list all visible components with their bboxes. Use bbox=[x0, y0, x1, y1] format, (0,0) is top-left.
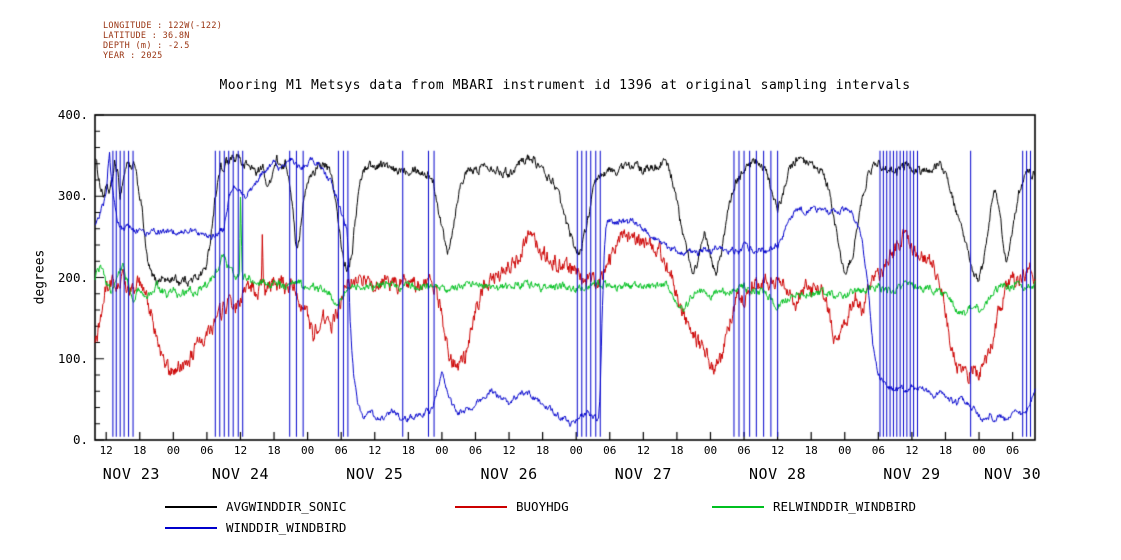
x-tick-label: 06 bbox=[737, 444, 751, 457]
x-tick-label: 00 bbox=[838, 444, 852, 457]
x-tick-label: 18 bbox=[804, 444, 818, 457]
legend-label-relwinddir-windbird: RELWINDDIR_WINDBIRD bbox=[773, 499, 916, 514]
x-tick-label: 00 bbox=[703, 444, 718, 457]
day-label: NOV 27 bbox=[614, 465, 672, 483]
x-tick-label: 06 bbox=[603, 444, 617, 457]
y-tick-label: 100. bbox=[57, 350, 88, 366]
x-tick-label: 00 bbox=[300, 444, 315, 457]
x-tick-label: 18 bbox=[938, 444, 953, 457]
day-label: NOV 24 bbox=[211, 465, 270, 483]
legend-label-winddir-windbird: WINDDIR_WINDBIRD bbox=[226, 520, 347, 535]
x-tick-label: 12 bbox=[502, 444, 516, 457]
x-tick-label: 12 bbox=[905, 444, 919, 457]
legend-line-winddir-windbird bbox=[165, 526, 217, 529]
meta-year: YEAR : 2025 bbox=[103, 51, 163, 61]
x-tick-label: 00 bbox=[569, 444, 583, 457]
x-tick-label: 12 bbox=[636, 444, 650, 457]
x-tick-label: 12 bbox=[770, 444, 785, 457]
x-tick-label: 12 bbox=[233, 444, 248, 457]
meta-depth: DEPTH (m) : -2.5 bbox=[103, 41, 190, 51]
x-tick-label: 18 bbox=[535, 444, 550, 457]
legend-entry-winddir-windbird: WINDDIR_WINDBIRD bbox=[165, 520, 346, 535]
y-axis-title: degrees bbox=[32, 249, 48, 305]
legend-line-avgwinddir-sonic bbox=[165, 505, 217, 508]
station-metadata: LONGITUDE : 122W(-122) LATITUDE : 36.8N … bbox=[103, 21, 222, 61]
x-tick-label: 18 bbox=[133, 444, 147, 457]
day-label: NOV 30 bbox=[984, 465, 1042, 483]
chart-title: Mooring M1 Metsys data from MBARI instru… bbox=[219, 78, 911, 93]
x-tick-label: 18 bbox=[670, 444, 684, 457]
x-tick-label: 06 bbox=[871, 444, 885, 457]
x-tick-label: 06 bbox=[334, 444, 348, 457]
legend-entry-relwinddir-windbird: RELWINDDIR_WINDBIRD bbox=[712, 499, 916, 514]
day-label: NOV 29 bbox=[883, 465, 941, 483]
x-tick-label: 06 bbox=[468, 444, 483, 457]
x-tick-label: 00 bbox=[435, 444, 449, 457]
x-tick-label: 00 bbox=[972, 444, 986, 457]
x-tick-label: 12 bbox=[368, 444, 382, 457]
day-label: NOV 23 bbox=[102, 465, 160, 483]
x-tick-label: 18 bbox=[267, 444, 281, 457]
x-tick-label: 06 bbox=[1005, 444, 1020, 457]
legend-line-relwinddir-windbird bbox=[712, 505, 764, 508]
y-tick-label: 400. bbox=[57, 107, 88, 122]
y-tick-label: 200. bbox=[57, 269, 88, 285]
day-label: NOV 25 bbox=[346, 465, 404, 483]
legend-entry-avgwinddir-sonic: AVGWINDDIR_SONIC bbox=[165, 499, 346, 514]
day-label: NOV 28 bbox=[749, 465, 807, 483]
legend-entry-buoyhdg: BUOYHDG bbox=[455, 499, 569, 514]
x-tick-label: 18 bbox=[401, 444, 415, 457]
y-tick-label: 300. bbox=[57, 188, 88, 204]
legend-label-buoyhdg: BUOYHDG bbox=[516, 499, 569, 514]
legend-line-buoyhdg bbox=[455, 505, 507, 508]
legend-label-avgwinddir-sonic: AVGWINDDIR_SONIC bbox=[226, 499, 347, 514]
y-tick-label: 0. bbox=[72, 432, 88, 447]
meta-latitude: LATITUDE : 36.8N bbox=[103, 31, 190, 41]
day-label: NOV 26 bbox=[480, 465, 538, 483]
x-tick-label: 00 bbox=[166, 444, 180, 457]
meta-longitude: LONGITUDE : 122W(-122) bbox=[103, 21, 223, 31]
x-tick-label: 06 bbox=[200, 444, 214, 457]
x-tick-label: 12 bbox=[99, 444, 113, 457]
